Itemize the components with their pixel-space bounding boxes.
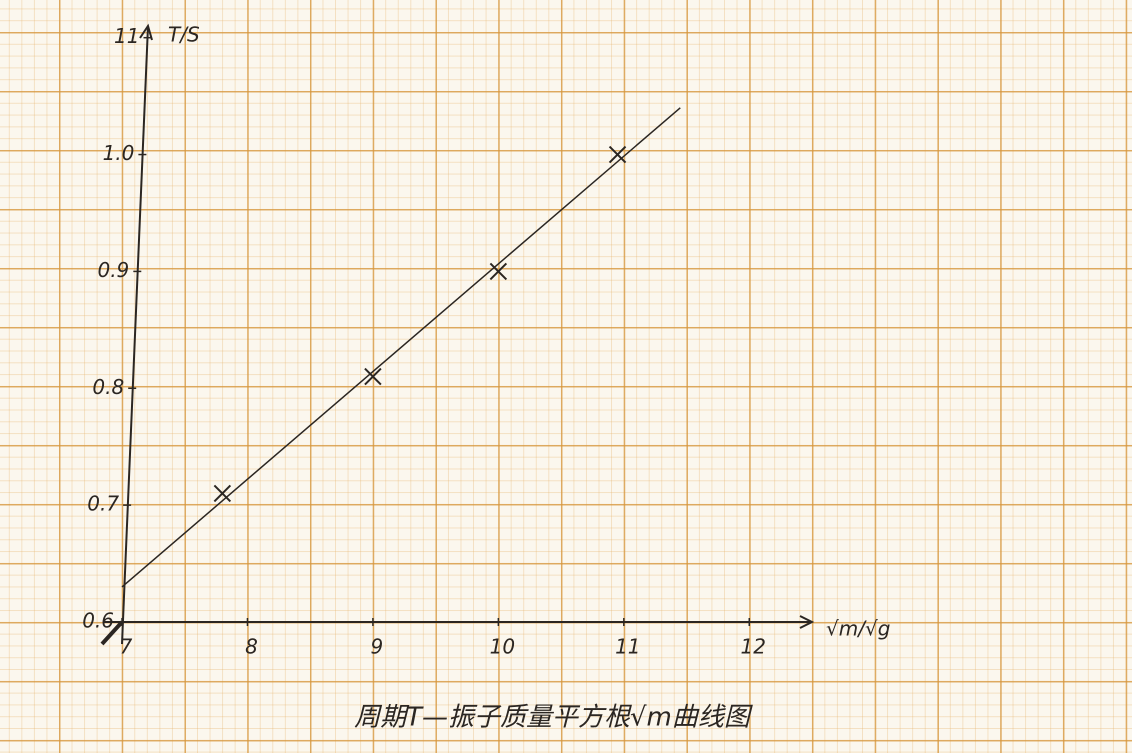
- y-axis-arrow: [139, 23, 153, 41]
- y-tick-label: 0.8: [92, 375, 124, 399]
- y-axis: [121, 25, 149, 645]
- data-point: [364, 367, 382, 386]
- y-axis-label: T/S: [168, 23, 200, 47]
- fit-line: [121, 107, 681, 588]
- chart-title: 周期T—振子质量平方根√m曲线图: [354, 703, 754, 733]
- x-axis-label: √m/√g: [826, 617, 890, 641]
- data-point: [489, 262, 508, 281]
- y-tick-label: 11: [114, 24, 139, 48]
- x-tick-label: 7: [120, 635, 133, 659]
- x-tick-label: 10: [490, 635, 515, 659]
- data-point: [608, 145, 627, 164]
- x-tick-label: 12: [741, 635, 766, 659]
- origin-stroke: [100, 620, 124, 646]
- x-tick-label: 11: [615, 635, 640, 659]
- x-tick-label: 8: [245, 635, 258, 659]
- x-tick-label: 9: [371, 635, 384, 659]
- x-axis-arrow: [799, 615, 815, 629]
- data-point: [213, 484, 232, 503]
- y-tick-label: 1.0: [103, 141, 135, 165]
- y-tick-label: 0.7: [87, 492, 119, 516]
- y-tick-label: 0.6: [82, 609, 114, 633]
- y-tick-label: 0.9: [97, 258, 129, 282]
